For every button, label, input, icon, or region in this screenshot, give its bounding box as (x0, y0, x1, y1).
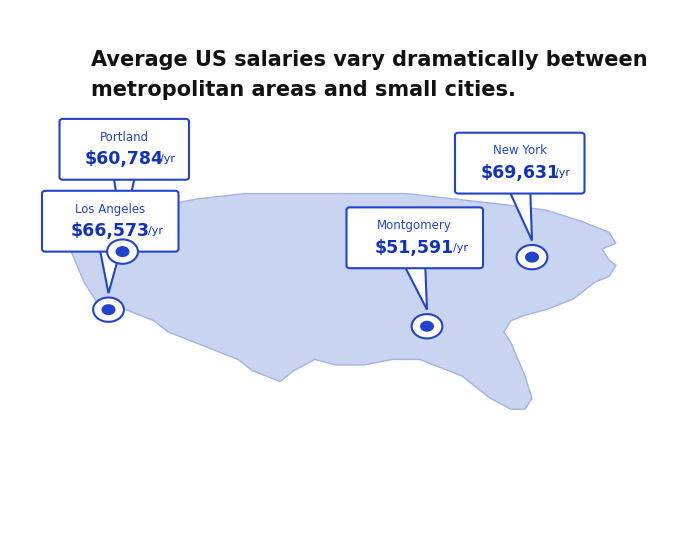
Circle shape (412, 314, 442, 338)
Circle shape (525, 252, 539, 263)
Text: /yr: /yr (160, 154, 174, 164)
Text: metropolitan areas and small cities.: metropolitan areas and small cities. (91, 80, 516, 100)
Polygon shape (113, 177, 134, 235)
Text: Average US salaries vary dramatically between: Average US salaries vary dramatically be… (91, 50, 648, 70)
Polygon shape (405, 265, 427, 310)
FancyBboxPatch shape (346, 207, 483, 268)
Text: $69,631: $69,631 (480, 164, 559, 182)
Circle shape (93, 298, 124, 322)
Text: /yr: /yr (148, 226, 163, 236)
Polygon shape (70, 194, 616, 409)
FancyBboxPatch shape (455, 133, 584, 194)
Text: /yr: /yr (453, 243, 468, 253)
Text: /yr: /yr (555, 168, 570, 178)
Text: Portland: Portland (99, 131, 149, 144)
Text: $66,573: $66,573 (71, 222, 150, 240)
Circle shape (517, 245, 547, 269)
FancyBboxPatch shape (42, 191, 178, 252)
Text: Montgomery: Montgomery (377, 219, 452, 232)
Text: $51,591: $51,591 (375, 239, 454, 257)
FancyBboxPatch shape (60, 119, 189, 180)
Text: Los Angeles: Los Angeles (75, 202, 146, 216)
Polygon shape (100, 249, 120, 293)
Circle shape (420, 321, 434, 332)
Circle shape (102, 304, 116, 315)
Polygon shape (510, 191, 532, 241)
Circle shape (116, 246, 130, 257)
Text: New York: New York (493, 144, 547, 158)
Text: $60,784: $60,784 (85, 150, 164, 168)
Circle shape (107, 239, 138, 264)
